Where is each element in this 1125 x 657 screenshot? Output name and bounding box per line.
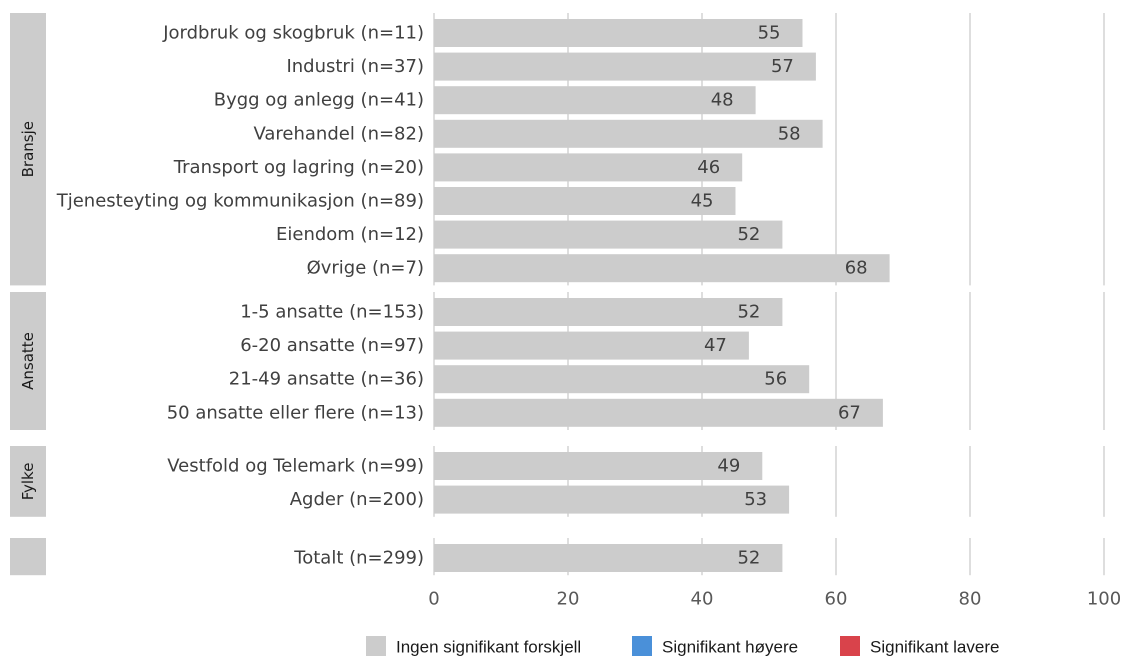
bar <box>434 52 816 81</box>
category-label: Transport og lagring (n=20) <box>173 157 424 178</box>
bar <box>434 220 783 249</box>
bar-value-label: 48 <box>711 90 734 111</box>
category-label: Totalt (n=299) <box>293 548 424 569</box>
facet-strip <box>10 538 46 576</box>
category-label: Vestfold og Telemark (n=99) <box>167 456 424 477</box>
x-tick-label: 20 <box>557 589 580 610</box>
category-label: Industri (n=37) <box>286 56 424 77</box>
bar-value-label: 49 <box>717 456 740 477</box>
bar <box>434 544 783 572</box>
facet-label: Fylke <box>19 463 37 501</box>
category-label: Øvrige (n=7) <box>307 258 424 279</box>
category-label: Varehandel (n=82) <box>253 123 424 144</box>
bar <box>434 365 810 394</box>
bar-value-label: 52 <box>737 224 760 245</box>
bar <box>434 254 890 283</box>
bar-value-label: 57 <box>771 56 794 77</box>
bar-value-label: 67 <box>838 402 861 423</box>
x-tick-label: 80 <box>959 589 982 610</box>
bar-value-label: 46 <box>697 157 720 178</box>
x-tick-label: 100 <box>1087 589 1121 610</box>
bar <box>434 19 803 47</box>
x-axis: 0 20 40 60 80 100 <box>428 589 1121 610</box>
bar-value-label: 53 <box>744 489 767 510</box>
bar <box>434 398 883 427</box>
category-label: Eiendom (n=12) <box>276 224 424 245</box>
category-label: 50 ansatte eller flere (n=13) <box>167 402 424 423</box>
bar <box>434 452 763 480</box>
bar-value-label: 52 <box>737 548 760 569</box>
category-label: 1-5 ansatte (n=153) <box>240 302 424 323</box>
legend-label: Signifikant lavere <box>870 638 999 657</box>
x-tick-label: 60 <box>825 589 848 610</box>
legend: Ingen signifikant forskjell Signifikant h… <box>366 636 999 657</box>
facet-strip <box>10 292 46 430</box>
legend-label: Ingen signifikant forskjell <box>396 638 581 657</box>
legend-label: Signifikant høyere <box>662 638 798 657</box>
legend-swatch <box>632 636 652 656</box>
facet-strip <box>10 446 46 517</box>
facet-label: Ansatte <box>19 332 37 390</box>
facet-strip <box>10 13 46 286</box>
bar <box>434 331 749 360</box>
bar <box>434 187 736 215</box>
facet-strips: Bransje Ansatte Fylke <box>10 13 46 576</box>
bar-value-label: 58 <box>778 123 801 144</box>
bar <box>434 298 783 326</box>
category-label: 21-49 ansatte (n=36) <box>229 369 424 390</box>
facet-label: Bransje <box>19 121 37 177</box>
bar-value-label: 45 <box>691 191 714 212</box>
bar-value-label: 68 <box>845 258 868 279</box>
category-labels: Jordbruk og skogbruk (n=11) Industri (n=3… <box>56 23 424 569</box>
bar <box>434 485 790 514</box>
category-label: 6-20 ansatte (n=97) <box>240 335 424 356</box>
bar-value-label: 56 <box>764 369 787 390</box>
bar <box>434 153 743 182</box>
legend-swatch <box>840 636 860 656</box>
bar <box>434 86 756 115</box>
x-tick-label: 0 <box>428 589 439 610</box>
bar-value-label: 55 <box>758 23 781 44</box>
category-label: Agder (n=200) <box>290 489 424 510</box>
bar-value-label: 52 <box>737 302 760 323</box>
x-tick-label: 40 <box>691 589 714 610</box>
category-label: Tjenesteyting og kommunikasjon (n=89) <box>56 191 424 212</box>
category-label: Jordbruk og skogbruk (n=11) <box>162 23 424 44</box>
bar-value-label: 47 <box>704 335 727 356</box>
legend-swatch <box>366 636 386 656</box>
bar <box>434 119 823 148</box>
category-label: Bygg og anlegg (n=41) <box>214 90 424 111</box>
